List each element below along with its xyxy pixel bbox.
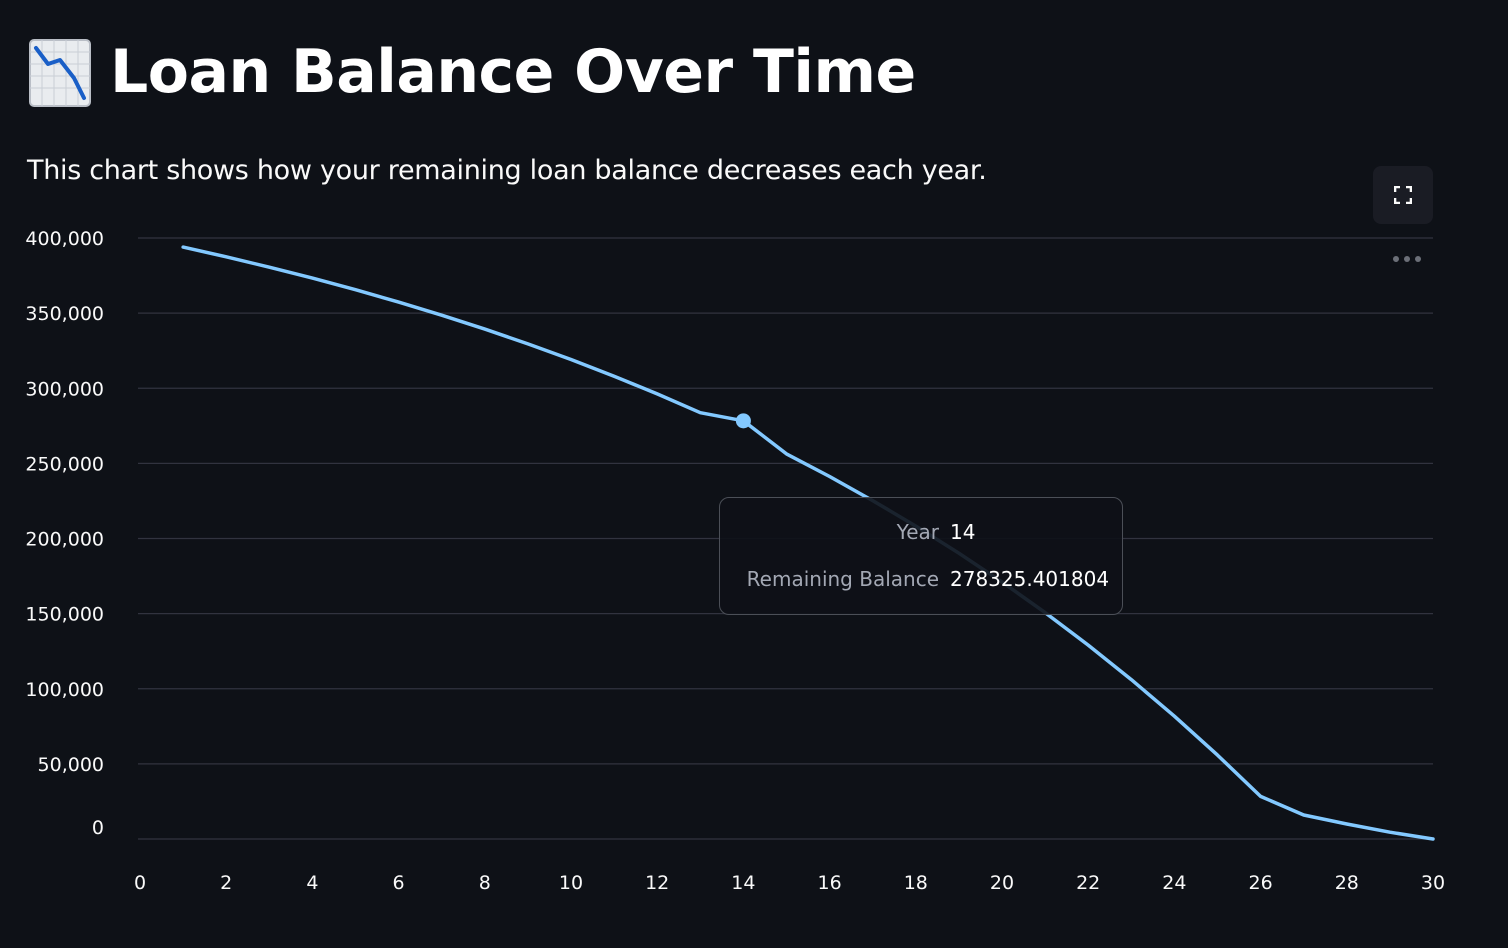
tooltip-key: Remaining Balance [746,567,939,591]
y-axis: 0 50,000 100,000 150,000 200,000 250,000 300,0… [25,228,104,839]
y-tick-label: 400,000 [25,228,104,250]
chart-series [181,245,1435,841]
chart-decreasing-icon [29,39,91,107]
x-tick-label: 14 [731,872,755,894]
x-tick-label: 26 [1249,872,1273,894]
tooltip-value: 14 [950,520,976,544]
tooltip-key: Year [896,520,939,544]
tooltip-value: 278325.401804 [950,567,1110,591]
x-tick-label: 18 [904,872,928,894]
y-tick-label: 150,000 [25,604,104,626]
x-tick-label: 16 [818,872,842,894]
x-tick-label: 30 [1421,872,1445,894]
tooltip-row-year: Year 14 [720,520,1122,544]
fullscreen-button[interactable] [1373,166,1433,224]
x-tick-label: 8 [479,872,491,894]
more-options-button[interactable] [1388,248,1426,270]
x-tick-label: 22 [1076,872,1100,894]
y-tick-label: 0 [92,817,104,839]
x-tick-label: 6 [393,872,405,894]
y-tick-label: 100,000 [25,679,104,701]
x-tick-label: 0 [134,872,146,894]
title-row: Loan Balance Over Time [28,30,916,114]
y-tick-label: 350,000 [25,303,104,325]
y-tick-label: 250,000 [25,453,104,475]
highlighted-data-point[interactable] [735,413,751,429]
tooltip-row-balance: Remaining Balance 278325.401804 [720,567,1122,591]
x-tick-label: 4 [306,872,318,894]
y-tick-label: 200,000 [25,529,104,551]
page-subtitle: This chart shows how your remaining loan… [27,155,987,186]
x-tick-label: 2 [220,872,232,894]
chart-grid [138,237,1433,840]
y-tick-label: 50,000 [38,754,104,776]
x-tick-label: 12 [645,872,669,894]
fullscreen-icon [1394,186,1412,204]
x-tick-label: 10 [559,872,583,894]
page-title: Loan Balance Over Time [110,37,916,107]
x-tick-label: 24 [1162,872,1186,894]
x-axis: 0 2 4 6 8 10 12 14 16 18 20 22 24 26 28 30 [134,872,1445,894]
more-options-icon [1393,256,1421,262]
y-tick-label: 300,000 [25,378,104,400]
x-tick-label: 28 [1335,872,1359,894]
x-tick-label: 20 [990,872,1014,894]
series-line [181,245,1435,841]
chart-tooltip: Year 14 Remaining Balance 278325.401804 [719,497,1123,615]
